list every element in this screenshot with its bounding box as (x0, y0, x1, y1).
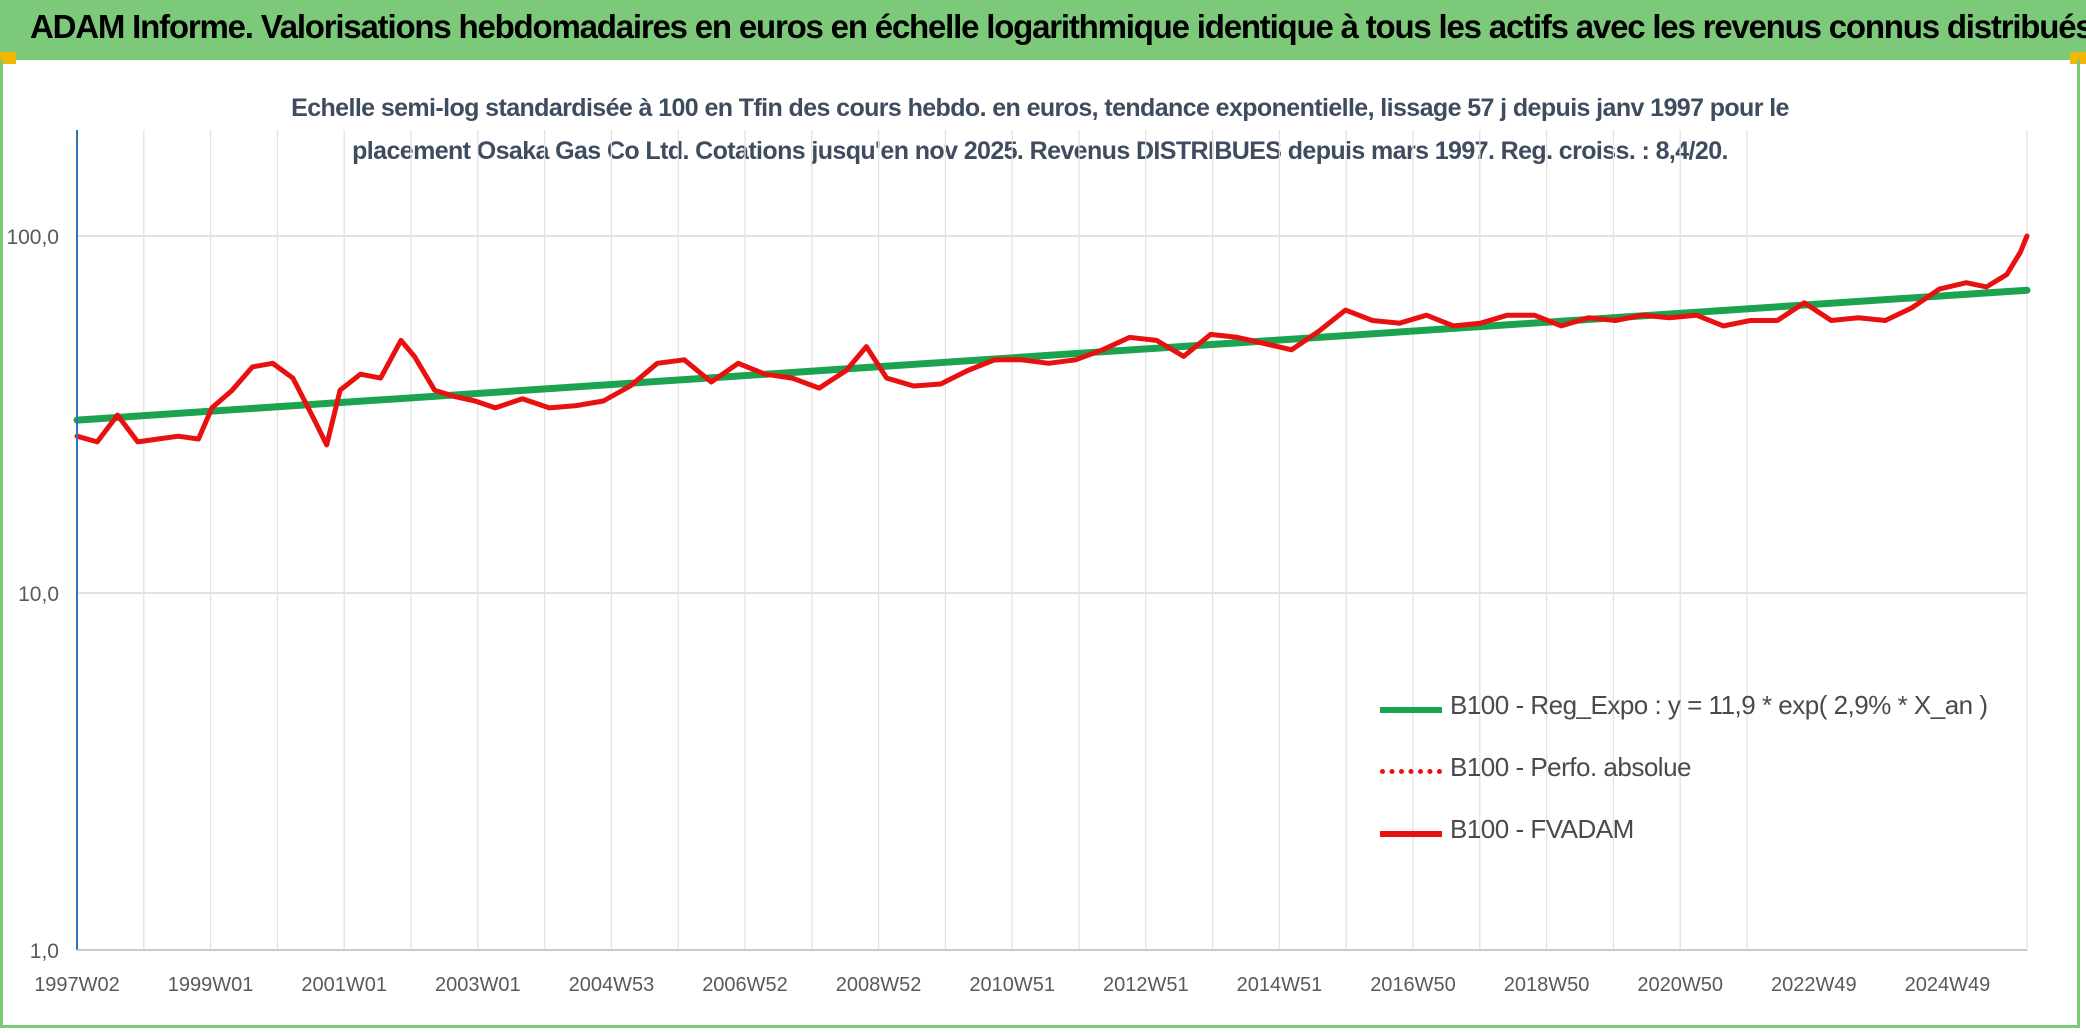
x-tick-label: 2014W51 (1237, 974, 1323, 996)
x-tick-label: 2004W53 (569, 974, 655, 996)
x-tick-label: 2010W51 (969, 974, 1055, 996)
chart-grid (76, 130, 2028, 951)
corner-marker-right (2070, 52, 2086, 64)
chart-title: Echelle semi-log standardisée à 100 en T… (291, 94, 1789, 165)
chart-axes: 100,0 10,0 1,0 1997W02 1999W01 2001W01 2003W01… (6, 130, 2027, 996)
legend-swatch-perfo (1380, 769, 1442, 774)
x-tick-label: 2008W52 (836, 974, 922, 996)
x-tick-label: 2022W49 (1771, 974, 1857, 996)
x-tick-label: 1997W02 (34, 974, 120, 996)
legend-swatch-fvadam (1380, 831, 1442, 837)
x-tick-label: 2024W49 (1905, 974, 1991, 996)
x-tick-label: 2020W50 (1637, 974, 1723, 996)
legend-label-fvadam: B100 - FVADAM (1450, 814, 1634, 844)
y-tick-label: 1,0 (30, 940, 59, 963)
chart-series (73, 233, 2031, 448)
legend-label-regression: B100 - Reg_Expo : y = 11,9 * exp( 2,9% *… (1450, 690, 1988, 720)
x-tick-label: 2018W50 (1504, 974, 1590, 996)
x-tick-label: 2012W51 (1103, 974, 1189, 996)
regression-line (73, 286, 2031, 424)
fvadam-line (74, 233, 2030, 448)
y-tick-label: 100,0 (6, 226, 59, 249)
x-tick-label: 2016W50 (1370, 974, 1456, 996)
report-banner: ADAM Informe. Valorisations hebdomadaire… (0, 0, 2086, 60)
corner-marker-left (0, 52, 16, 64)
x-tick-label: 2006W52 (702, 974, 788, 996)
legend-label-perfo: B100 - Perfo. absolue (1450, 752, 1692, 782)
y-tick-label: 10,0 (18, 583, 59, 606)
chart-frame (0, 60, 2080, 1028)
legend-swatch-regression (1380, 707, 1442, 713)
x-tick-label: 2001W01 (301, 974, 387, 996)
x-tick-label: 1999W01 (168, 974, 254, 996)
x-tick-label: 2003W01 (435, 974, 521, 996)
report-title: ADAM Informe. Valorisations hebdomadaire… (30, 8, 2086, 45)
